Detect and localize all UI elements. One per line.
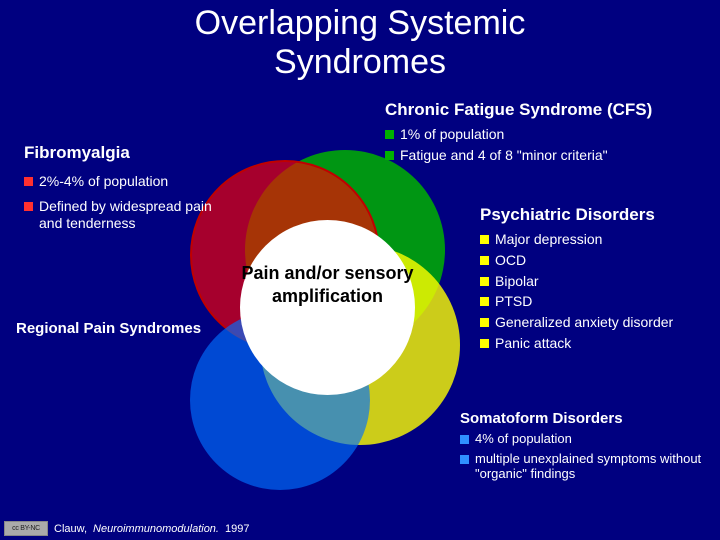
- somatoform-block: Somatoform Disorders 4% of population mu…: [460, 410, 710, 486]
- bullet-icon: [460, 435, 469, 444]
- list-item: Panic attack: [480, 335, 710, 352]
- bullet-text: Fatigue and 4 of 8 "minor criteria": [400, 147, 608, 164]
- list-item: Fatigue and 4 of 8 "minor criteria": [385, 147, 715, 164]
- regional-pain-heading: Regional Pain Syndromes: [16, 320, 216, 337]
- list-item: 2%-4% of population: [24, 173, 224, 190]
- bullet-icon: [460, 455, 469, 464]
- bullet-icon: [480, 339, 489, 348]
- psychiatric-block: Psychiatric Disorders Major depression O…: [480, 205, 710, 356]
- list-item: multiple unexplained symptoms without "o…: [460, 451, 710, 482]
- bullet-icon: [480, 256, 489, 265]
- citation: cc BY-NC Clauw, Neuroimmunomodulation. 1…: [4, 521, 249, 536]
- bullet-icon: [24, 177, 33, 186]
- list-item: OCD: [480, 252, 710, 269]
- title-line-1: Overlapping Systemic: [195, 4, 526, 42]
- bullet-text: multiple unexplained symptoms without "o…: [475, 451, 710, 482]
- cfs-heading: Chronic Fatigue Syndrome (CFS): [385, 100, 715, 120]
- psychiatric-heading: Psychiatric Disorders: [480, 205, 710, 225]
- bullet-icon: [480, 235, 489, 244]
- venn-circle-center: [240, 220, 415, 395]
- title-line-2: Syndromes: [274, 43, 446, 81]
- bullet-icon: [480, 297, 489, 306]
- citation-author: Clauw,: [54, 523, 87, 535]
- bullet-text: OCD: [495, 252, 526, 269]
- cfs-block: Chronic Fatigue Syndrome (CFS) 1% of pop…: [385, 100, 715, 168]
- bullet-text: PTSD: [495, 293, 532, 310]
- venn-diagram: Pain and/or sensory amplification: [190, 150, 470, 490]
- bullet-icon: [385, 130, 394, 139]
- bullet-text: Bipolar: [495, 273, 539, 290]
- bullet-text: Panic attack: [495, 335, 571, 352]
- cc-badge-icon: cc BY-NC: [4, 521, 48, 536]
- bullet-icon: [480, 277, 489, 286]
- list-item: 4% of population: [460, 431, 710, 447]
- bullet-icon: [385, 151, 394, 160]
- list-item: Bipolar: [480, 273, 710, 290]
- list-item: Major depression: [480, 231, 710, 248]
- bullet-text: 2%-4% of population: [39, 173, 168, 190]
- bullet-icon: [480, 318, 489, 327]
- fibromyalgia-block: Fibromyalgia 2%-4% of population Defined…: [24, 143, 224, 239]
- bullet-text: Generalized anxiety disorder: [495, 314, 673, 331]
- citation-year: 1997: [225, 523, 249, 535]
- bullet-text: Major depression: [495, 231, 602, 248]
- somatoform-heading: Somatoform Disorders: [460, 410, 710, 427]
- fibromyalgia-heading: Fibromyalgia: [24, 143, 224, 163]
- venn-center-label: Pain and/or sensory amplification: [240, 262, 415, 307]
- list-item: 1% of population: [385, 126, 715, 143]
- bullet-icon: [24, 202, 33, 211]
- bullet-text: Defined by widespread pain and tendernes…: [39, 198, 224, 232]
- list-item: PTSD: [480, 293, 710, 310]
- list-item: Generalized anxiety disorder: [480, 314, 710, 331]
- list-item: Defined by widespread pain and tendernes…: [24, 198, 224, 232]
- regional-pain-block: Regional Pain Syndromes: [16, 320, 216, 337]
- bullet-text: 4% of population: [475, 431, 572, 447]
- bullet-text: 1% of population: [400, 126, 504, 143]
- citation-journal: Neuroimmunomodulation.: [93, 523, 219, 535]
- slide-title: Overlapping Systemic Syndromes: [0, 0, 720, 82]
